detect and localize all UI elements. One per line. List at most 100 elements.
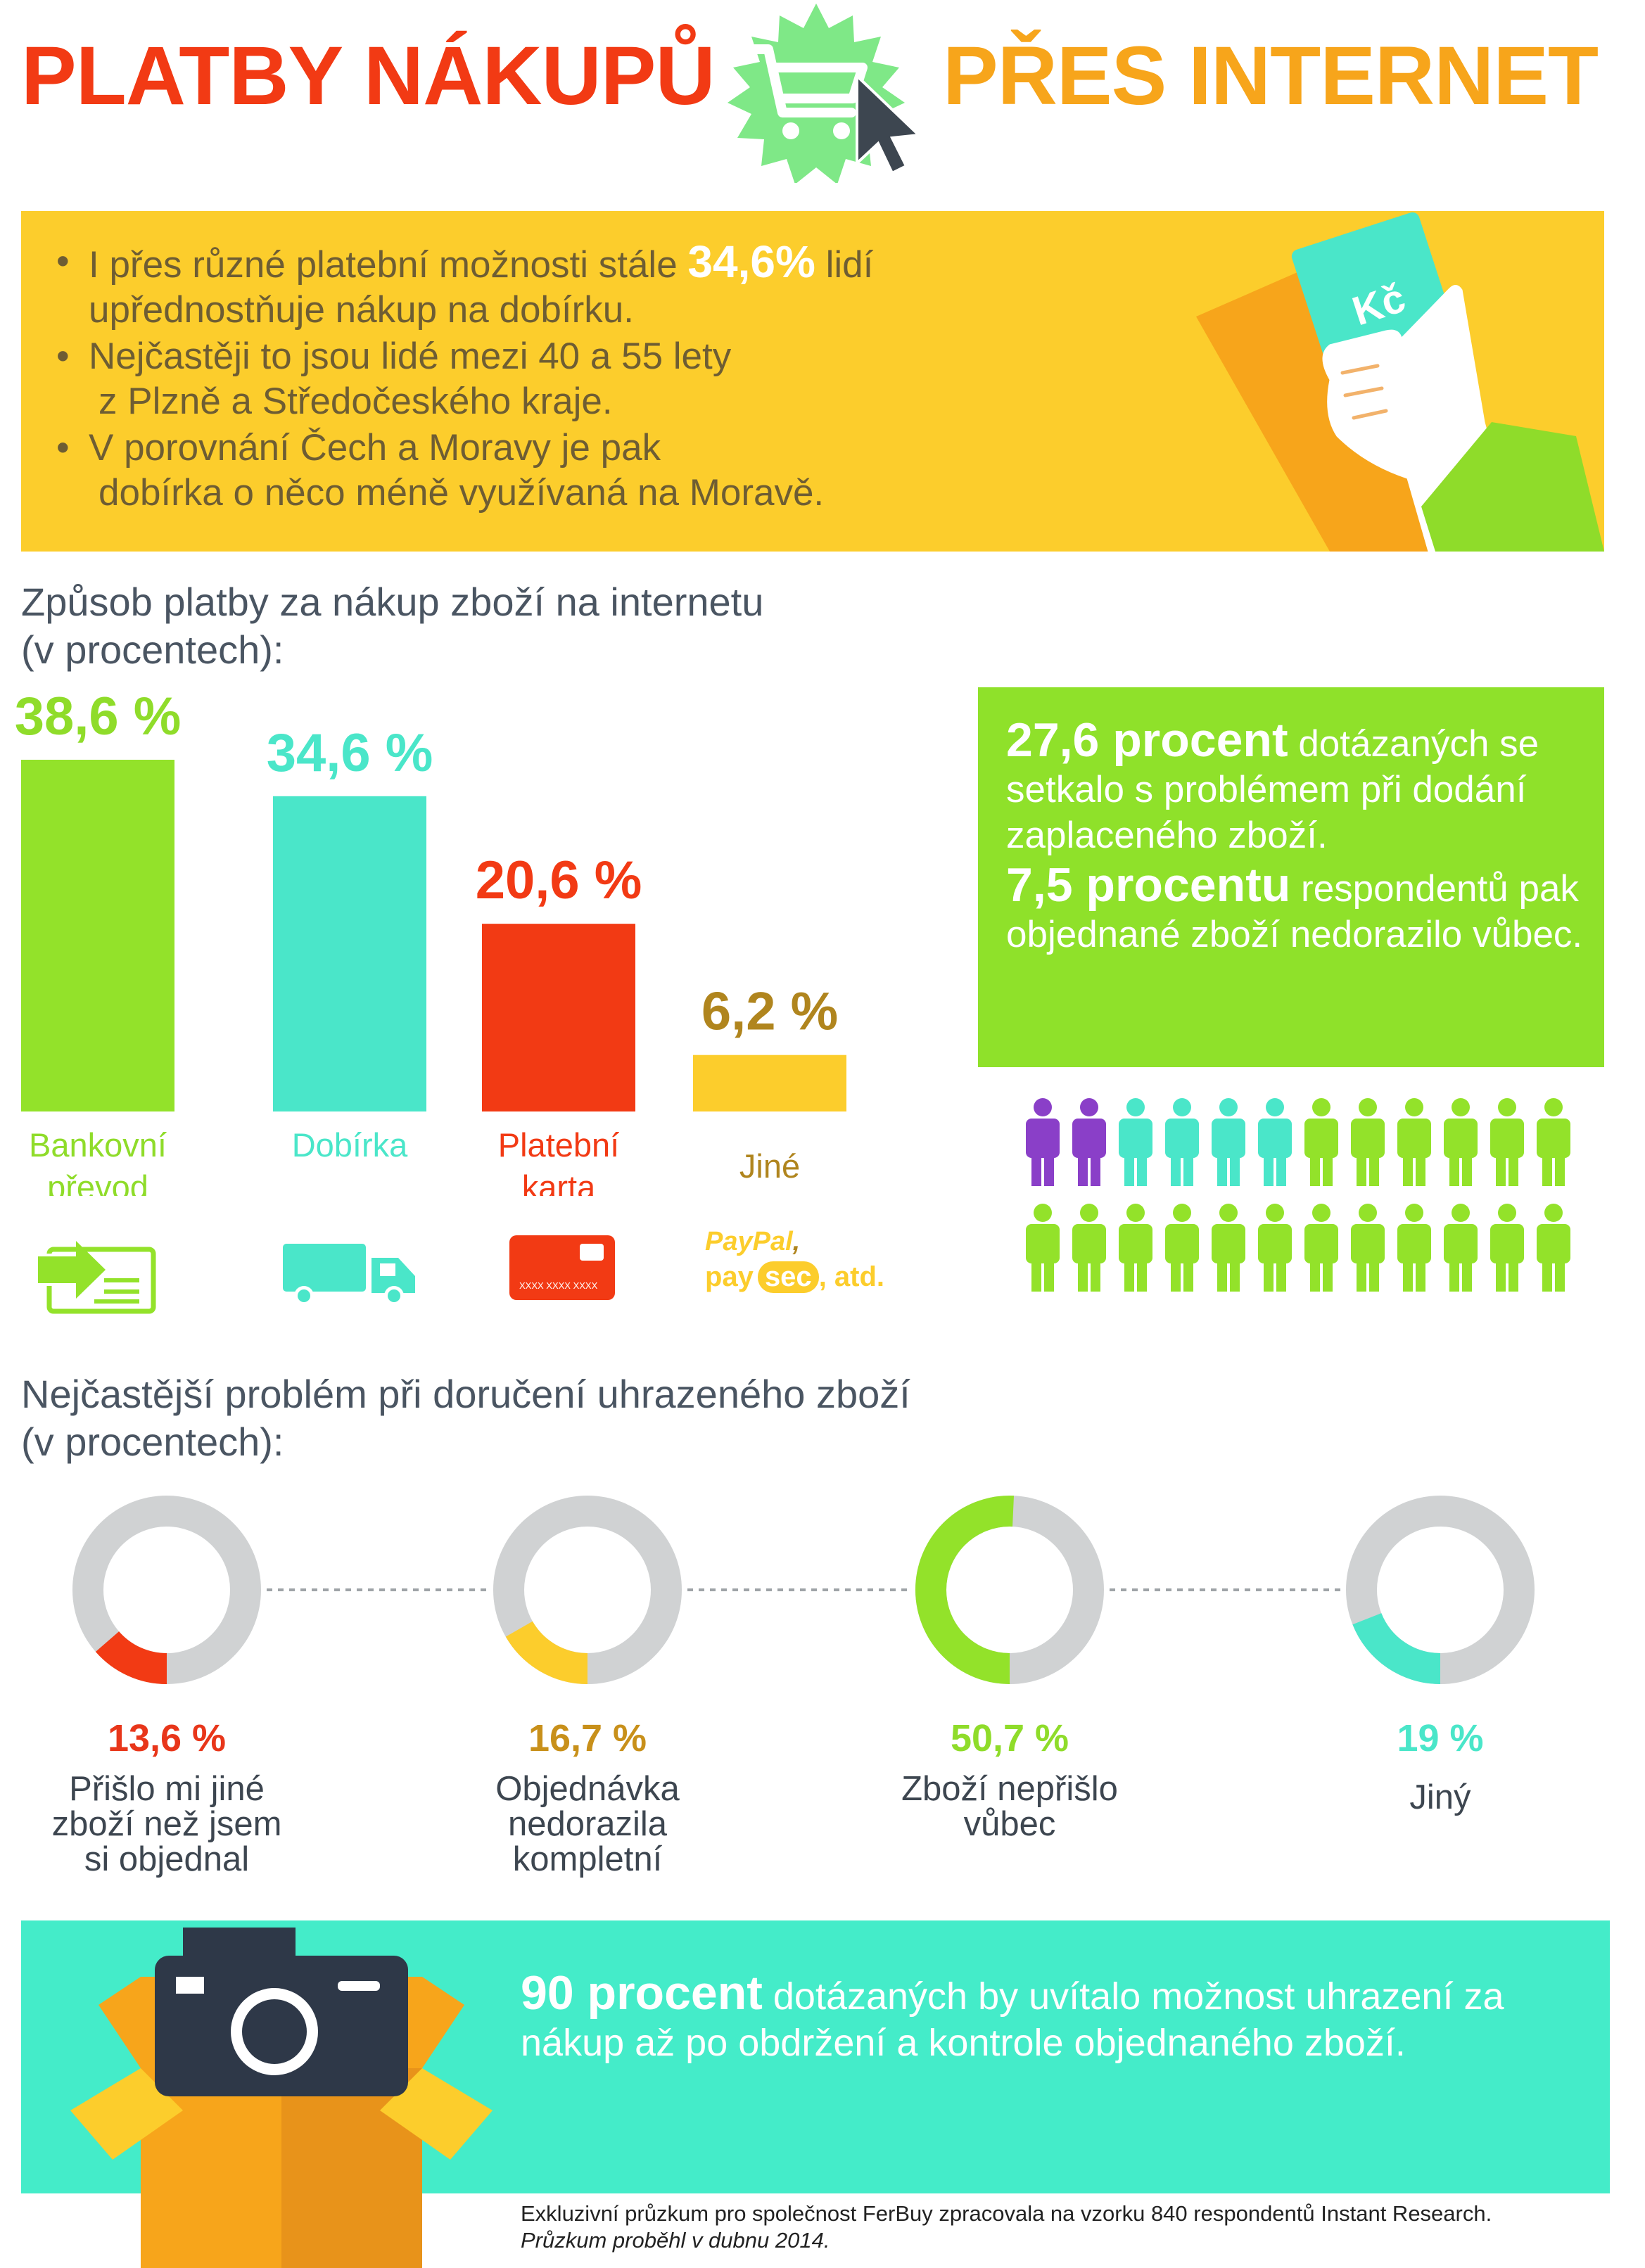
conclusion-text: 90 procent dotázaných by uvítalo možnost…: [521, 1969, 1506, 2066]
delivery-truck-icon: [283, 1244, 415, 1306]
bar-category-label: Dobírka: [292, 1126, 408, 1164]
payment-heading: Způsob platby za nákup zboží na internet…: [21, 578, 763, 674]
donut-label-line: kompletní: [512, 1840, 663, 1878]
donut-segment: [72, 1496, 261, 1684]
conclusion-strong: 90 procent: [521, 1966, 763, 2020]
problem-stats-text: 27,6 procent dotázaných se setkalo s pro…: [1006, 716, 1590, 957]
person-icon: [1026, 1098, 1060, 1186]
bar-category-label: Jiné: [739, 1147, 800, 1185]
bar: [482, 924, 635, 1111]
paysec-logo-pay: pay: [705, 1261, 754, 1292]
shopping-cart-cursor-icon: [728, 4, 922, 183]
bullet-text: Nejčastěji to jsou lidé mezi 40 a 55 let…: [89, 336, 732, 377]
bar-category-label: karta: [522, 1168, 596, 1196]
donut-label-line: zboží než jsem: [51, 1805, 282, 1843]
person-icon: [1397, 1098, 1431, 1186]
donut-value-label: 13,6 %: [107, 1717, 227, 1759]
hand-with-money-icon: Kč: [1196, 212, 1604, 552]
donut-value-label: 19 %: [1397, 1717, 1484, 1759]
donut-segment: [915, 1496, 1104, 1684]
bullet-text: dobírka o něco méně využívaná na Moravě.: [99, 472, 825, 514]
person-icon: [1444, 1098, 1478, 1186]
bar: [273, 796, 426, 1111]
box-with-camera-icon: [70, 1928, 493, 2268]
person-icon: [1212, 1098, 1245, 1186]
person-icon: [1165, 1204, 1199, 1292]
person-icon: [1444, 1204, 1478, 1292]
donut-label-line: nedorazila: [507, 1805, 668, 1843]
person-icon: [1258, 1098, 1292, 1186]
problem-stats-panel: [978, 687, 1604, 1067]
person-icon: [1537, 1204, 1570, 1292]
title-left: PLATBY NÁKUPŮ: [21, 30, 716, 122]
card-number-text: XXXX XXXX XXXX: [519, 1280, 598, 1291]
person-icon: [1397, 1204, 1431, 1292]
bullet-text: upřednostňuje nákup na dobírku.: [89, 289, 634, 331]
stat-paragraph: 27,6 procent dotázaných se setkalo s pro…: [1006, 716, 1590, 858]
bullet-dot: •: [56, 427, 70, 469]
person-icon: [1490, 1098, 1524, 1186]
intro-bullet: • I přes různé platební možnosti stále 3…: [49, 239, 1105, 333]
bar-category-label: Platební: [498, 1126, 619, 1164]
donut-category-label: Objednávka nedorazila kompletní: [440, 1771, 735, 1877]
paysec-logo-sec: sec: [757, 1261, 819, 1293]
credit-card-icon: XXXX XXXX XXXX: [509, 1235, 615, 1300]
bullet-dot: •: [56, 241, 70, 282]
bullet-dot: •: [56, 336, 70, 377]
bar-value-label: 38,6 %: [15, 689, 182, 746]
stat-text: dotázaných se setkalo s problémem při do…: [1006, 723, 1539, 856]
bank-transfer-icon: [34, 1241, 156, 1314]
donut-category-label: Jiný: [1292, 1780, 1588, 1815]
stat-strong: 27,6 procent: [1006, 713, 1288, 767]
stat-paragraph: 7,5 procentu respondentů pak objednané z…: [1006, 861, 1590, 957]
intro-bullet: • V porovnání Čech a Moravy je pak dobír…: [49, 426, 1105, 516]
methods-comma: ,: [792, 1227, 801, 1256]
bar-value-label: 20,6 %: [476, 850, 642, 910]
donut-segment: [493, 1496, 682, 1684]
bar: [693, 1055, 846, 1111]
stat-strong: 7,5 procentu: [1006, 858, 1291, 912]
person-icon: [1072, 1204, 1106, 1292]
bar-value-label: 6,2 %: [701, 982, 838, 1042]
title-right: PŘES INTERNET: [943, 30, 1599, 122]
bullet-text: z Plzně a Středočeského kraje.: [99, 381, 613, 422]
footer-line: Průzkum proběhl v dubnu 2014.: [521, 2228, 830, 2253]
donut-label-line: Jiný: [1409, 1778, 1471, 1816]
footer-line: Exkluzivní průzkum pro společnost FerBuy…: [521, 2201, 1492, 2226]
problem-donut-chart: [72, 1496, 1535, 1684]
donut-label-line: Přišlo mi jiné: [69, 1770, 265, 1808]
donut-value-label: 16,7 %: [528, 1717, 647, 1759]
donut-category-label: Zboží nepřišlo vůbec: [862, 1771, 1157, 1842]
donut-label-line: Zboží nepřišlo: [901, 1770, 1118, 1808]
person-icon: [1304, 1098, 1338, 1186]
heading-line: Nejčastější problém při doručení uhrazen…: [21, 1372, 910, 1416]
person-icon: [1072, 1098, 1106, 1186]
bullet-text: V porovnání Čech a Moravy je pak: [89, 427, 661, 469]
person-icon: [1119, 1098, 1152, 1186]
people-grid: [1026, 1098, 1570, 1292]
donut-label-line: vůbec: [963, 1805, 1056, 1843]
bar-category-label: převod: [47, 1168, 148, 1196]
person-icon: [1537, 1098, 1570, 1186]
bullet-highlight: 34,6%: [687, 236, 815, 287]
payment-bar-chart: 38,6 % Bankovní převod 34,6 % Dobírka 20,6 % P…: [15, 689, 846, 1196]
person-icon: [1026, 1204, 1060, 1292]
bullet-text: I přes různé platební možnosti stále: [89, 244, 688, 286]
conclusion-rest: dotázaných by uvítalo možnost uhrazení z…: [521, 1975, 1504, 2064]
heading-line: (v procentech):: [21, 1420, 284, 1464]
donut-value-label: 50,7 %: [950, 1717, 1069, 1759]
intro-bullet: • Nejčastěji to jsou lidé mezi 40 a 55 l…: [49, 334, 1105, 424]
paypal-paysec-icon: PayPal, pay sec, atd.: [705, 1227, 944, 1318]
bar-value-label: 34,6 %: [267, 723, 433, 783]
paypal-logo-text: PayPal: [705, 1227, 793, 1256]
bar-category-label: Bankovní: [29, 1126, 167, 1164]
bar: [21, 760, 174, 1111]
person-icon: [1119, 1204, 1152, 1292]
person-icon: [1351, 1204, 1385, 1292]
person-icon: [1258, 1204, 1292, 1292]
heading-line: (v procentech):: [21, 627, 284, 672]
person-icon: [1490, 1204, 1524, 1292]
problem-heading: Nejčastější problém při doručení uhrazen…: [21, 1370, 910, 1466]
footer-note: Exkluzivní průzkum pro společnost FerBuy…: [521, 2200, 1618, 2254]
donut-segment: [1346, 1496, 1535, 1684]
